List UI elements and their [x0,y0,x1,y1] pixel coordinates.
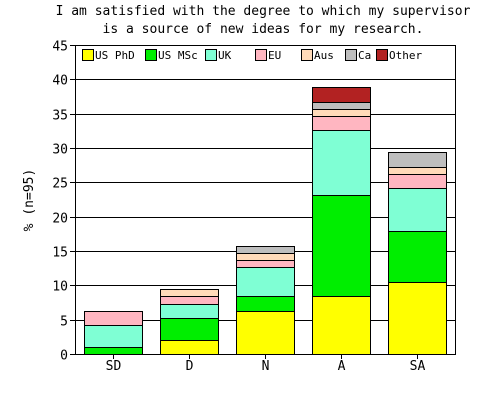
y-tick-label: 35 [52,109,68,124]
y-axis-label: % (n=95) [22,169,37,232]
y-tick-label: 5 [60,315,68,330]
y-tick-label: 0 [60,349,68,364]
bar-sa-ca [388,152,447,168]
y-tick-label: 25 [52,177,68,192]
bar-a-other [312,87,371,103]
bar-d-uk [160,304,219,319]
legend-label-us-msc: US MSc [158,49,198,62]
y-tick-label: 30 [52,143,68,158]
x-tick-label: A [338,359,346,374]
legend-label-uk: UK [218,49,232,62]
chart-title: I am satisfied with the degree to which … [56,4,471,37]
legend-swatch-eu [255,49,267,61]
chart-title-line-1: I am satisfied with the degree to which … [56,4,471,19]
x-axis-ticks: SD D N A SA [106,354,426,374]
bar-n-uk [236,267,295,297]
legend-swatch-us-msc [145,49,157,61]
bar-sa-us-msc [388,231,447,283]
bar-a-eu [312,116,371,131]
bar-sd-eu [84,311,143,326]
bar-d-aus [160,289,219,297]
legend-label-eu: EU [268,49,281,62]
legend-swatch-aus [301,49,313,61]
bar-d-eu [160,296,219,305]
x-tick-label: N [262,359,270,374]
y-tick-label: 10 [52,280,68,295]
x-tick-label: SA [410,359,426,374]
legend: US PhD US MSc UK EU Aus Ca Other [82,49,422,62]
bar-a-us-msc [312,195,371,297]
chart-title-line-2: is a source of new ideas for my research… [103,22,424,37]
y-tick-label: 45 [52,40,68,55]
y-axis-ticks: 0 5 10 15 20 25 30 35 40 45 [52,40,75,364]
bar-n-ca [236,246,295,254]
legend-label-other: Other [389,49,422,62]
bar-sa-uk [388,188,447,232]
legend-swatch-other [376,49,388,61]
bar-a-aus [312,109,371,117]
bar-n-eu [236,260,295,268]
legend-label-aus: Aus [314,49,334,62]
bar-a-us-phd [312,296,371,355]
legend-swatch-us-phd [82,49,94,61]
bar-n-us-msc [236,296,295,312]
x-tick-label: D [186,359,194,374]
bar-sa-eu [388,174,447,189]
y-tick-label: 40 [52,74,68,89]
y-tick-label: 15 [52,246,68,261]
bar-sa-us-phd [388,282,447,355]
bar-sd-uk [84,325,143,348]
legend-label-us-phd: US PhD [95,49,135,62]
legend-swatch-ca [345,49,357,61]
bar-n-aus [236,253,295,261]
bar-a-uk [312,130,371,196]
bar-sa-aus [388,167,447,175]
y-tick-label: 20 [52,212,68,227]
bar-n-us-phd [236,311,295,355]
legend-label-ca: Ca [358,49,371,62]
bar-a-ca [312,102,371,110]
legend-swatch-uk [205,49,217,61]
bar-d-us-phd [160,340,219,355]
bar-d-us-msc [160,318,219,341]
x-tick-label: SD [106,359,122,374]
bars [84,87,447,355]
bar-sd-us-msc [84,347,143,355]
